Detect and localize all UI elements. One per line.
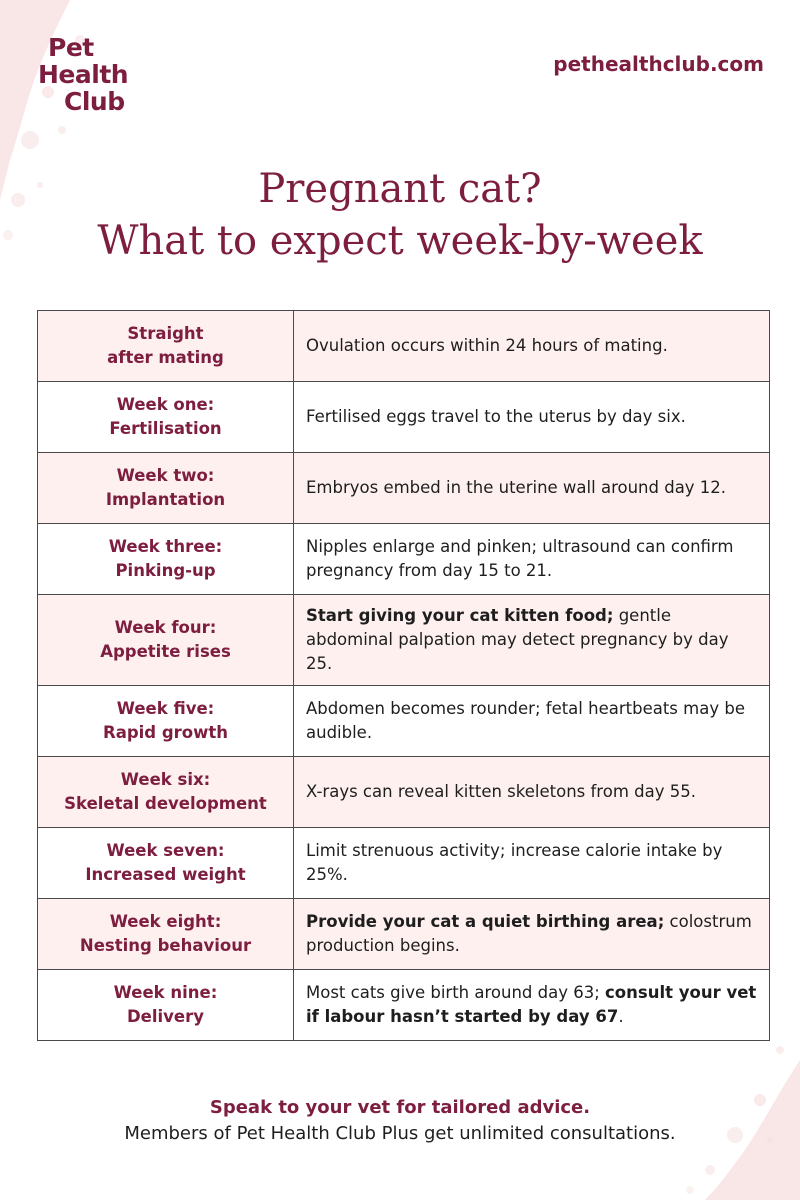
week-label-line-2: after mating <box>107 348 224 367</box>
week-label-line-2: Implantation <box>105 490 226 509</box>
week-label-line-1: Week eight: <box>109 912 222 931</box>
description-emphasis: Provide your cat a quiet birthing area; <box>306 912 665 931</box>
week-description: Most cats give birth around day 63; cons… <box>293 969 770 1041</box>
week-label: Week two: Implantation <box>37 452 294 524</box>
week-label-line-2: Pinking-up <box>115 561 216 580</box>
description-text: Most cats give birth around day 63; <box>306 983 606 1002</box>
description-text: Ovulation occurs within 24 hours of mati… <box>306 336 668 355</box>
description-text: colostrum production begins. <box>306 912 752 955</box>
week-label-line-2: Increased weight <box>85 865 246 884</box>
decorative-splash-bottom-right <box>686 1046 800 1200</box>
description-emphasis: Start giving your cat kitten food; <box>306 606 614 625</box>
footer-membership: Members of Pet Health Club Plus get unli… <box>124 1123 676 1144</box>
week-label-line-1: Week seven: <box>106 841 225 860</box>
timeline-row: Week two: Implantation Embryos embed in th… <box>37 452 770 524</box>
week-description: Limit strenuous activity; increase calor… <box>293 827 770 899</box>
week-label-line-2: Delivery <box>126 1007 205 1026</box>
website-url[interactable]: pethealthclub.com <box>553 52 764 76</box>
title-line-2: What to expect week-by-week <box>97 218 703 264</box>
footer-advice: Speak to your vet for tailored advice. <box>209 1097 591 1118</box>
logo-line-3: Club <box>64 87 125 116</box>
week-label: Week six: Skeletal development <box>37 756 294 828</box>
week-label-line-2: Rapid growth <box>102 723 229 742</box>
timeline-row: Week eight: Nesting behaviour Provide your… <box>37 898 770 970</box>
week-description: Ovulation occurs within 24 hours of mati… <box>293 310 770 382</box>
title-line-1: Pregnant cat? <box>258 166 542 212</box>
week-description: Abdomen becomes rounder; fetal heartbeat… <box>293 685 770 757</box>
timeline-row: Week one: Fertilisation Fertilised eggs tr… <box>37 381 770 453</box>
week-description: Fertilised eggs travel to the uterus by … <box>293 381 770 453</box>
timeline-row: Week four: Appetite rises Start giving you… <box>37 594 770 686</box>
description-text: gentle abdominal palpation may detect pr… <box>306 606 729 673</box>
timeline-row: Straight after mating Ovulation occurs wit… <box>37 310 770 382</box>
week-label-line-1: Week nine: <box>113 983 218 1002</box>
brand-logo: Pet Health Club <box>38 33 129 116</box>
week-label-line-2: Nesting behaviour <box>79 936 252 955</box>
week-label: Week five: Rapid growth <box>37 685 294 757</box>
description-text: Nipples enlarge and pinken; ultrasound c… <box>306 537 734 580</box>
description-text: X-rays can reveal kitten skeletons from … <box>306 782 696 801</box>
page-title: Pregnant cat? What to expect week-by-wee… <box>0 163 800 267</box>
description-text: Fertilised eggs travel to the uterus by … <box>306 407 686 426</box>
week-label-line-1: Week two: <box>116 466 215 485</box>
week-label-line-1: Straight <box>127 324 204 343</box>
week-description: Start giving your cat kitten food; gentl… <box>293 594 770 686</box>
week-label: Week nine: Delivery <box>37 969 294 1041</box>
week-label-line-1: Week five: <box>116 699 215 718</box>
week-label-line-1: Week three: <box>108 537 223 556</box>
description-text: Limit strenuous activity; increase calor… <box>306 841 723 884</box>
week-label: Week eight: Nesting behaviour <box>37 898 294 970</box>
decorative-splash-top-left <box>0 0 85 240</box>
logo-line-1: Pet <box>48 33 94 62</box>
week-label: Week seven: Increased weight <box>37 827 294 899</box>
week-label-line-1: Week four: <box>114 618 217 637</box>
week-label-line-2: Fertilisation <box>109 419 222 438</box>
week-label: Week four: Appetite rises <box>37 594 294 686</box>
timeline-row: Week three: Pinking-up Nipples enlarge and… <box>37 523 770 595</box>
week-description: X-rays can reveal kitten skeletons from … <box>293 756 770 828</box>
week-label-line-2: Appetite rises <box>100 642 231 661</box>
description-text: . <box>618 1007 624 1026</box>
logo-line-2: Health <box>38 60 129 89</box>
timeline-row: Week nine: Delivery Most cats give birth a… <box>37 969 770 1041</box>
timeline-row: Week six: Skeletal development X-rays can … <box>37 756 770 828</box>
week-label: Straight after mating <box>37 310 294 382</box>
timeline-row: Week seven: Increased weight Limit strenuo… <box>37 827 770 899</box>
week-description: Provide your cat a quiet birthing area; … <box>293 898 770 970</box>
timeline-row: Week five: Rapid growth Abdomen becomes ro… <box>37 685 770 757</box>
week-label: Week one: Fertilisation <box>37 381 294 453</box>
week-label: Week three: Pinking-up <box>37 523 294 595</box>
description-text: Embryos embed in the uterine wall around… <box>306 478 727 497</box>
week-description: Embryos embed in the uterine wall around… <box>293 452 770 524</box>
timeline-body: Straight after mating Ovulation occurs wit… <box>37 310 770 1041</box>
week-description: Nipples enlarge and pinken; ultrasound c… <box>293 523 770 595</box>
week-label-line-1: Week six: <box>120 770 211 789</box>
description-emphasis: consult your vet if labour hasn’t starte… <box>306 983 757 1026</box>
week-label-line-1: Week one: <box>116 395 215 414</box>
week-label-line-2: Skeletal development <box>64 794 267 813</box>
footer: Speak to your vet for tailored advice. M… <box>0 1095 800 1147</box>
description-text: Abdomen becomes rounder; fetal heartbeat… <box>306 699 745 742</box>
pregnancy-timeline-table: Straight after mating Ovulation occurs wit… <box>37 310 770 1041</box>
